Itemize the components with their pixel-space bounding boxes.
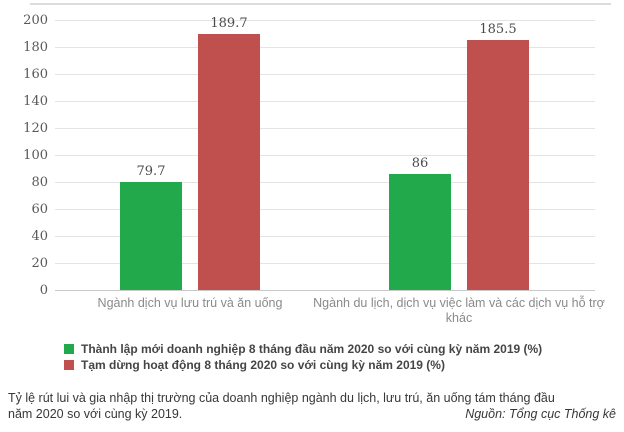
gridline-160 [55, 74, 595, 75]
data-label-185.5: 185.5 [479, 21, 517, 37]
gridline-60 [55, 209, 595, 210]
bar-series0-cat1 [389, 173, 451, 290]
legend-marker-green-icon [64, 343, 74, 354]
gridline-20 [55, 263, 595, 264]
y-tick-label-100: 100 [23, 148, 48, 163]
legend-label: Tạm dừng hoạt động 8 tháng 2020 so với c… [81, 357, 445, 372]
plot-area: 200 180 160 140 120 100 80 60 40 20 0 79.7 189.7 86 18… [23, 13, 595, 298]
y-tick-label-160: 160 [23, 67, 48, 82]
caption-line-2: năm 2020 so với cùng kỳ 2019. [8, 407, 183, 421]
data-label-86: 86 [411, 155, 429, 171]
gridline-180 [55, 47, 595, 48]
gridline-200 [55, 20, 595, 21]
legend-label: Thành lập mới doanh nghiệp 8 tháng đầu n… [81, 341, 543, 356]
caption-line-1: Tỷ lệ rút lui và gia nhập thị trường của… [8, 391, 555, 405]
source-credit: Nguồn: Tổng cục Thống kê [465, 407, 616, 421]
data-label-189.7: 189.7 [210, 15, 248, 31]
legend: Thành lập mới doanh nghiệp 8 tháng đầu n… [64, 341, 542, 373]
legend-marker-red-icon [64, 359, 74, 370]
bar-series1-cat1 [467, 39, 529, 290]
gridline-0 [55, 290, 595, 291]
y-tick-label-180: 180 [23, 40, 48, 55]
legend-item-new-registrations: Thành lập mới doanh nghiệp 8 tháng đầu n… [64, 341, 542, 356]
y-tick-label-120: 120 [23, 121, 48, 136]
chart-caption: Tỷ lệ rút lui và gia nhập thị trường của… [8, 390, 616, 422]
y-tick-label-80: 80 [31, 175, 48, 190]
bar-series1-cat0 [198, 33, 260, 290]
category-label-0: Ngành dịch vụ lưu trú và ăn uống [97, 296, 283, 310]
y-tick-label-0: 0 [39, 283, 48, 298]
data-label-79.7: 79.7 [136, 164, 166, 180]
chart-top-border [30, 3, 611, 5]
gridline-40 [55, 236, 595, 237]
y-tick-label-60: 60 [31, 202, 48, 217]
gridline-120 [55, 128, 595, 129]
gridline-140 [55, 101, 595, 102]
gridline-100 [55, 155, 595, 156]
y-tick-label-140: 140 [23, 94, 48, 109]
legend-item-suspended-operations: Tạm dừng hoạt động 8 tháng 2020 so với c… [64, 357, 542, 372]
y-tick-label-40: 40 [31, 229, 48, 244]
bar-series0-cat0 [120, 182, 182, 290]
category-label-1: Ngành du lịch, dịch vụ việc làm và các d… [313, 296, 605, 325]
y-tick-label-20: 20 [31, 256, 48, 271]
y-tick-label-200: 200 [23, 13, 48, 28]
gridline-80 [55, 182, 595, 183]
